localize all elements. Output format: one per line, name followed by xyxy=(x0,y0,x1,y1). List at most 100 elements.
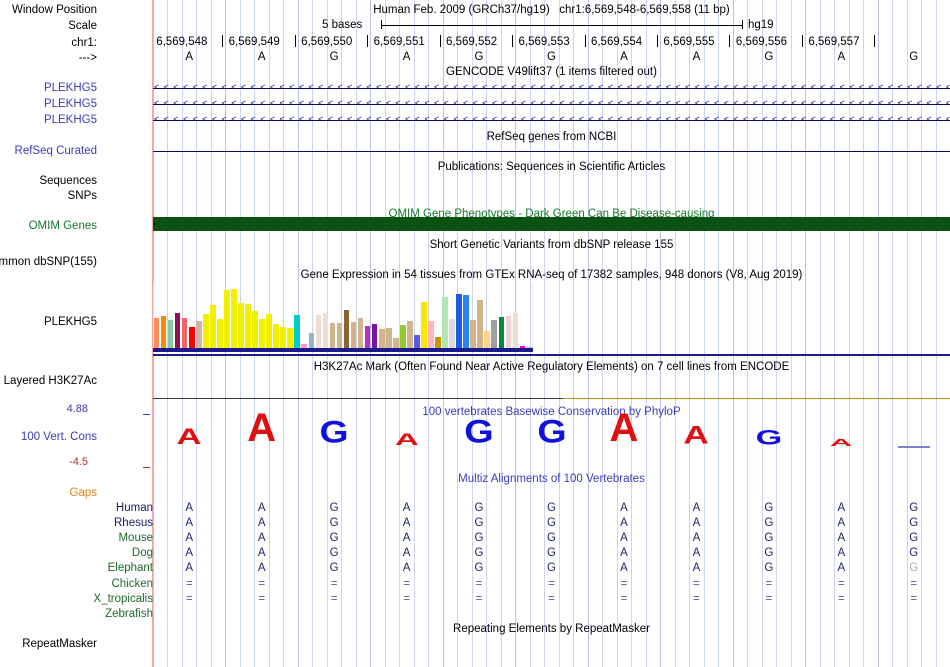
gtex-tissue-bar[interactable] xyxy=(364,325,371,348)
gtex-tissue-bar[interactable] xyxy=(181,318,188,348)
gtex-tissue-bar[interactable] xyxy=(308,332,315,348)
gtex-tissue-bar[interactable] xyxy=(470,319,476,348)
multiz-species-label[interactable]: Elephant xyxy=(107,562,153,574)
gtex-tissue-bar[interactable] xyxy=(252,311,258,348)
gencode-label-row-3[interactable]: PLEKHG5 xyxy=(43,114,97,126)
gtex-tissue-bar[interactable] xyxy=(449,318,455,348)
gtex-tissue-bar[interactable] xyxy=(435,337,441,348)
gtex-tissue-bar[interactable] xyxy=(336,322,343,348)
gtex-tissue-bar[interactable] xyxy=(294,315,301,348)
publications-sequences-label[interactable]: Sequences xyxy=(39,175,97,187)
gtex-tissue-bar[interactable] xyxy=(400,324,406,348)
gtex-tissue-bar[interactable] xyxy=(266,314,272,348)
gtex-tissue-bar[interactable] xyxy=(491,319,498,348)
multiz-gap-mark: = xyxy=(693,593,700,605)
gtex-tissue-bar[interactable] xyxy=(526,347,533,348)
grid-line xyxy=(414,0,415,667)
reference-base: A xyxy=(257,51,266,63)
gtex-tissue-bar[interactable] xyxy=(392,338,399,348)
gtex-tissue-bar[interactable] xyxy=(322,313,329,348)
gtex-tissue-bar[interactable] xyxy=(477,299,484,348)
multiz-species-label[interactable]: Mouse xyxy=(118,532,153,544)
reference-base: A xyxy=(837,51,846,63)
multiz-species-label[interactable]: Chicken xyxy=(111,578,153,590)
dbsnp-label[interactable]: Common dbSNP(155) xyxy=(0,256,97,268)
gtex-tissue-bar[interactable] xyxy=(188,326,195,348)
gtex-tissue-bar[interactable] xyxy=(428,320,434,348)
multiz-gaps-label[interactable]: Gaps xyxy=(69,487,98,499)
gencode-label-row-2[interactable]: PLEKHG5 xyxy=(43,98,97,110)
gtex-tissue-bar[interactable] xyxy=(463,294,469,348)
gtex-tissue-bar[interactable] xyxy=(378,328,385,348)
gtex-tissue-bar[interactable] xyxy=(287,327,294,348)
gtex-tissue-bar[interactable] xyxy=(195,320,202,348)
reference-base: G xyxy=(474,51,484,63)
gtex-tissue-bar[interactable] xyxy=(512,313,519,348)
gtex-tissue-bar[interactable] xyxy=(245,304,251,348)
gtex-tissue-bar[interactable] xyxy=(456,293,462,348)
gtex-tissue-bar[interactable] xyxy=(301,344,308,348)
publications-snps-label[interactable]: SNPs xyxy=(67,190,97,202)
gtex-tissue-bar[interactable] xyxy=(357,318,364,348)
gtex-tissue-bar[interactable] xyxy=(174,313,181,348)
gtex-tissue-bar[interactable] xyxy=(259,318,265,348)
gtex-tissue-bar[interactable] xyxy=(153,318,160,348)
gtex-tissue-bar[interactable] xyxy=(519,346,526,348)
gtex-label[interactable]: PLEKHG5 xyxy=(43,316,97,328)
gtex-tissue-bar[interactable] xyxy=(407,320,413,348)
multiz-base: G xyxy=(329,532,339,544)
grid-line xyxy=(791,0,792,667)
omim-gene-bar[interactable] xyxy=(153,217,950,231)
multiz-species-label[interactable]: Dog xyxy=(131,547,153,559)
ruler-tick xyxy=(874,35,875,47)
gtex-tissue-bar[interactable] xyxy=(421,301,427,348)
multiz-base: A xyxy=(620,502,628,514)
gtex-tissue-bar[interactable] xyxy=(224,289,230,348)
multiz-base: A xyxy=(620,517,628,529)
multiz-species-label[interactable]: Zebrafish xyxy=(105,608,153,620)
gencode-label-row-1[interactable]: PLEKHG5 xyxy=(43,82,97,94)
gtex-tissue-bar[interactable] xyxy=(167,319,174,348)
gtex-tissue-bar[interactable] xyxy=(371,323,378,348)
conservation-top-rule xyxy=(153,398,950,399)
conservation-label[interactable]: 100 Vert. Cons xyxy=(20,431,97,443)
multiz-base: A xyxy=(837,532,846,544)
multiz-species-label[interactable]: Rhesus xyxy=(114,517,153,529)
gtex-tissue-bar[interactable] xyxy=(505,316,512,348)
multiz-base: G xyxy=(547,502,556,514)
gtex-tissue-bar[interactable] xyxy=(217,318,223,348)
gtex-tissue-bar[interactable] xyxy=(329,322,336,348)
gtex-tissue-bar[interactable] xyxy=(350,321,357,348)
conservation-min-tick-label: -4.5 xyxy=(69,456,88,468)
grid-line xyxy=(356,0,357,667)
multiz-base: G xyxy=(474,517,484,529)
gtex-tissue-bar[interactable] xyxy=(273,323,279,348)
gtex-tissue-bar[interactable] xyxy=(484,330,491,348)
gtex-tissue-bar[interactable] xyxy=(498,317,505,348)
gtex-tissue-bar[interactable] xyxy=(210,305,216,348)
multiz-species-label[interactable]: X_tropicalis xyxy=(93,593,153,605)
gtex-tissue-bar[interactable] xyxy=(238,302,244,348)
gtex-tissue-bar[interactable] xyxy=(280,326,286,348)
reference-base: A xyxy=(402,51,411,63)
gtex-tissue-bar[interactable] xyxy=(414,335,420,348)
gtex-tissue-bar[interactable] xyxy=(343,310,350,348)
h3k27ac-label[interactable]: Layered H3K27Ac xyxy=(3,375,97,387)
repeatmasker-label[interactable]: RepeatMasker xyxy=(22,638,97,650)
multiz-species-label[interactable]: Human xyxy=(115,502,153,514)
multiz-base: A xyxy=(692,502,701,514)
reference-base: G xyxy=(909,51,919,63)
gtex-tissue-bar[interactable] xyxy=(385,327,392,348)
multiz-gap-mark: = xyxy=(548,578,555,590)
multiz-base: G xyxy=(547,562,556,574)
refseq-label[interactable]: RefSeq Curated xyxy=(14,145,97,157)
gtex-tissue-bar[interactable] xyxy=(315,315,322,348)
gtex-tissue-bar[interactable] xyxy=(202,314,209,348)
gtex-expression-bar-chart[interactable] xyxy=(153,286,533,352)
multiz-base: G xyxy=(474,547,484,559)
gtex-tissue-bar[interactable] xyxy=(160,316,167,348)
gtex-tissue-bar[interactable] xyxy=(231,288,237,348)
gtex-tissue-bar[interactable] xyxy=(442,296,448,348)
omim-label[interactable]: OMIM Genes xyxy=(28,220,97,232)
